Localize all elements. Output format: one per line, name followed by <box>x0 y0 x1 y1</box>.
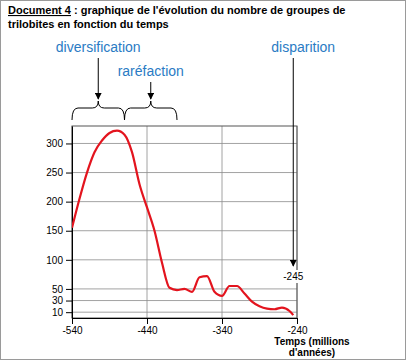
plot-area <box>72 131 293 315</box>
outer-frame <box>1 1 406 360</box>
chart-root: Document 4: graphique de l'évolution du … <box>0 0 406 360</box>
subtitle: : graphique de l'évolution du nombre de … <box>74 4 346 16</box>
x-axis-line <box>73 318 298 319</box>
x-tick-label: -340 <box>212 325 232 336</box>
y-tick-label: 300 <box>46 138 63 149</box>
brace <box>72 101 125 120</box>
y-tick-label: 10 <box>52 307 64 318</box>
y-tick: 200 <box>46 196 72 207</box>
annotation-arrow <box>150 82 151 99</box>
y-tick-mark <box>66 202 72 203</box>
x-tick: -240 <box>287 318 307 336</box>
x-tick-mark <box>222 318 223 324</box>
y-tick-label: 200 <box>46 196 63 207</box>
x-tick-label: -440 <box>137 325 157 336</box>
x-tick-label: -240 <box>287 325 307 336</box>
y-tick: 30 <box>52 295 72 306</box>
annotation-text: raréfaction <box>118 63 184 79</box>
annotation-arrow <box>293 58 294 266</box>
y-tick: 250 <box>46 167 72 178</box>
y-tick-label: 30 <box>52 295 64 306</box>
y-tick: 100 <box>46 255 72 266</box>
y-tick: 50 <box>52 284 72 295</box>
x-tick: -440 <box>137 318 157 336</box>
y-tick-label: 250 <box>46 167 63 178</box>
subtitle: trilobites en fonction du temps <box>8 18 169 30</box>
annotations: diversification raréfaction disparition -24… <box>56 39 335 283</box>
x-axis-title: Temps (millions <box>274 336 350 347</box>
y-tick: 300 <box>46 138 72 149</box>
data-line <box>72 131 293 315</box>
grid-line-y <box>72 201 297 202</box>
y-tick: 10 <box>52 307 72 318</box>
y-tick-mark <box>66 231 72 232</box>
y-tick-mark <box>66 301 72 302</box>
x-tick: -540 <box>62 318 82 336</box>
annotation-arrow <box>98 58 99 99</box>
y-tick-label: 50 <box>52 284 64 295</box>
grid-line-y <box>72 300 297 301</box>
x-tick: -340 <box>212 318 232 336</box>
x-tick-mark <box>297 318 298 324</box>
plot-frame <box>72 126 297 318</box>
chart-svg: Document 4: graphique de l'évolution du … <box>0 0 406 360</box>
y-tick-mark <box>66 260 72 261</box>
annotation-text: diversification <box>56 39 141 55</box>
y-tick-label: 150 <box>46 225 63 236</box>
grid-line-y <box>72 259 297 260</box>
brace <box>125 101 178 120</box>
x-axis-title: d'années) <box>289 347 335 358</box>
title: Document 4 <box>8 4 72 16</box>
x-tick-mark <box>147 318 148 324</box>
y-tick-mark <box>66 173 72 174</box>
annotation-label: -245 <box>283 271 303 282</box>
y-tick-label: 100 <box>46 255 63 266</box>
y-axis: 103050 100 150 200 250 300 <box>46 127 72 319</box>
x-tick-label: -540 <box>62 325 82 336</box>
grid-line-y <box>72 143 297 144</box>
grid-line-y <box>72 230 297 231</box>
annotation-text: disparition <box>271 39 335 55</box>
grid <box>72 126 297 318</box>
x-tick-mark <box>72 318 73 324</box>
y-tick-mark <box>66 143 72 144</box>
x-axis: -540 -440 -340 -240 <box>62 318 307 336</box>
grid-line-y <box>72 172 297 173</box>
y-tick-mark <box>66 312 72 313</box>
y-tick-mark <box>66 289 72 290</box>
grid-line-y <box>72 312 297 313</box>
annotation-label-bg <box>280 270 306 283</box>
y-tick: 150 <box>46 225 72 236</box>
